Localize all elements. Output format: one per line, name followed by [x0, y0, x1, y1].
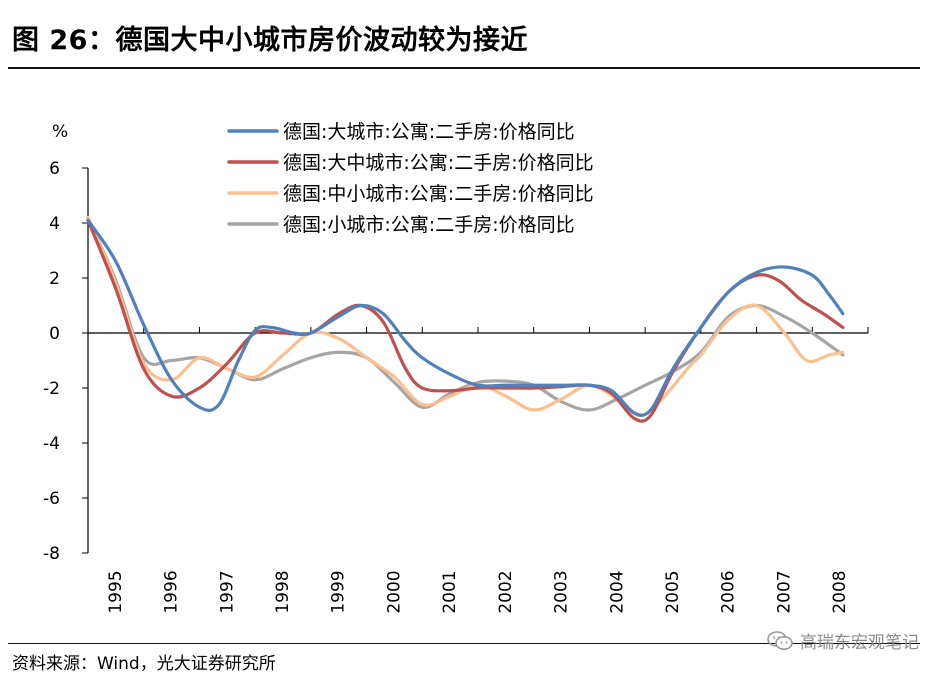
y-tick-label: 6	[49, 159, 60, 179]
y-tick-label: 4	[49, 214, 60, 234]
x-tick-label: 2007	[774, 570, 794, 613]
x-tick-label: 1996	[162, 570, 182, 613]
y-tick-label: -8	[43, 544, 60, 564]
x-tick-label: 2005	[663, 570, 683, 613]
x-tick-label: 2004	[607, 570, 627, 613]
y-tick-label: -2	[43, 379, 60, 399]
source-note: 资料来源：Wind，光大证券研究所	[12, 654, 276, 674]
wechat-icon	[767, 630, 793, 650]
x-tick-label: 2006	[719, 570, 739, 613]
x-tick-label: 2008	[830, 570, 850, 613]
y-tick-label: -4	[43, 434, 60, 454]
legend-label-2: 德国:大中城市:公寓:二手房:价格同比	[283, 152, 594, 174]
y-axis-unit: %	[52, 122, 68, 142]
title-divider	[8, 67, 920, 69]
x-tick-label: 1995	[106, 570, 126, 613]
series-line-1	[86, 218, 845, 417]
x-tick-label: 1999	[329, 570, 349, 613]
y-tick-label: 2	[49, 269, 60, 289]
x-tick-label: 1997	[217, 570, 237, 613]
legend-label-1: 德国:大城市:公寓:二手房:价格同比	[283, 121, 575, 143]
figure-title: 图 26：德国大中小城市房价波动较为接近	[12, 25, 528, 56]
y-tick-label: -6	[43, 489, 60, 509]
x-tick-label: 2000	[384, 570, 404, 613]
y-tick-label: 0	[49, 324, 60, 344]
chart-legend: 德国:大城市:公寓:二手房:价格同比德国:大中城市:公寓:二手房:价格同比德国:…	[227, 121, 594, 236]
legend-label-4: 德国:小城市:公寓:二手房:价格同比	[283, 214, 575, 236]
legend-label-3: 德国:中小城市:公寓:二手房:价格同比	[283, 183, 594, 205]
line-chart: -8 -6 -4 -2 0 2 4 6% 1995 1996 1997 1998 1999 2000 200…	[43, 121, 869, 614]
watermark: 高瑞东宏观笔记	[766, 628, 919, 653]
watermark-label: 高瑞东宏观笔记	[800, 633, 919, 653]
series-lines	[86, 215, 845, 423]
x-tick-label: 2001	[440, 570, 460, 613]
series-line-2	[86, 218, 845, 423]
x-tick-label: 1998	[273, 570, 293, 613]
x-tick-label: 2002	[496, 570, 516, 613]
footer-divider	[8, 643, 920, 644]
x-tick-label: 2003	[552, 570, 572, 613]
chart-axes: -8 -6 -4 -2 0 2 4 6% 1995 1996 1997 1998 1999 2000 200…	[43, 122, 869, 614]
